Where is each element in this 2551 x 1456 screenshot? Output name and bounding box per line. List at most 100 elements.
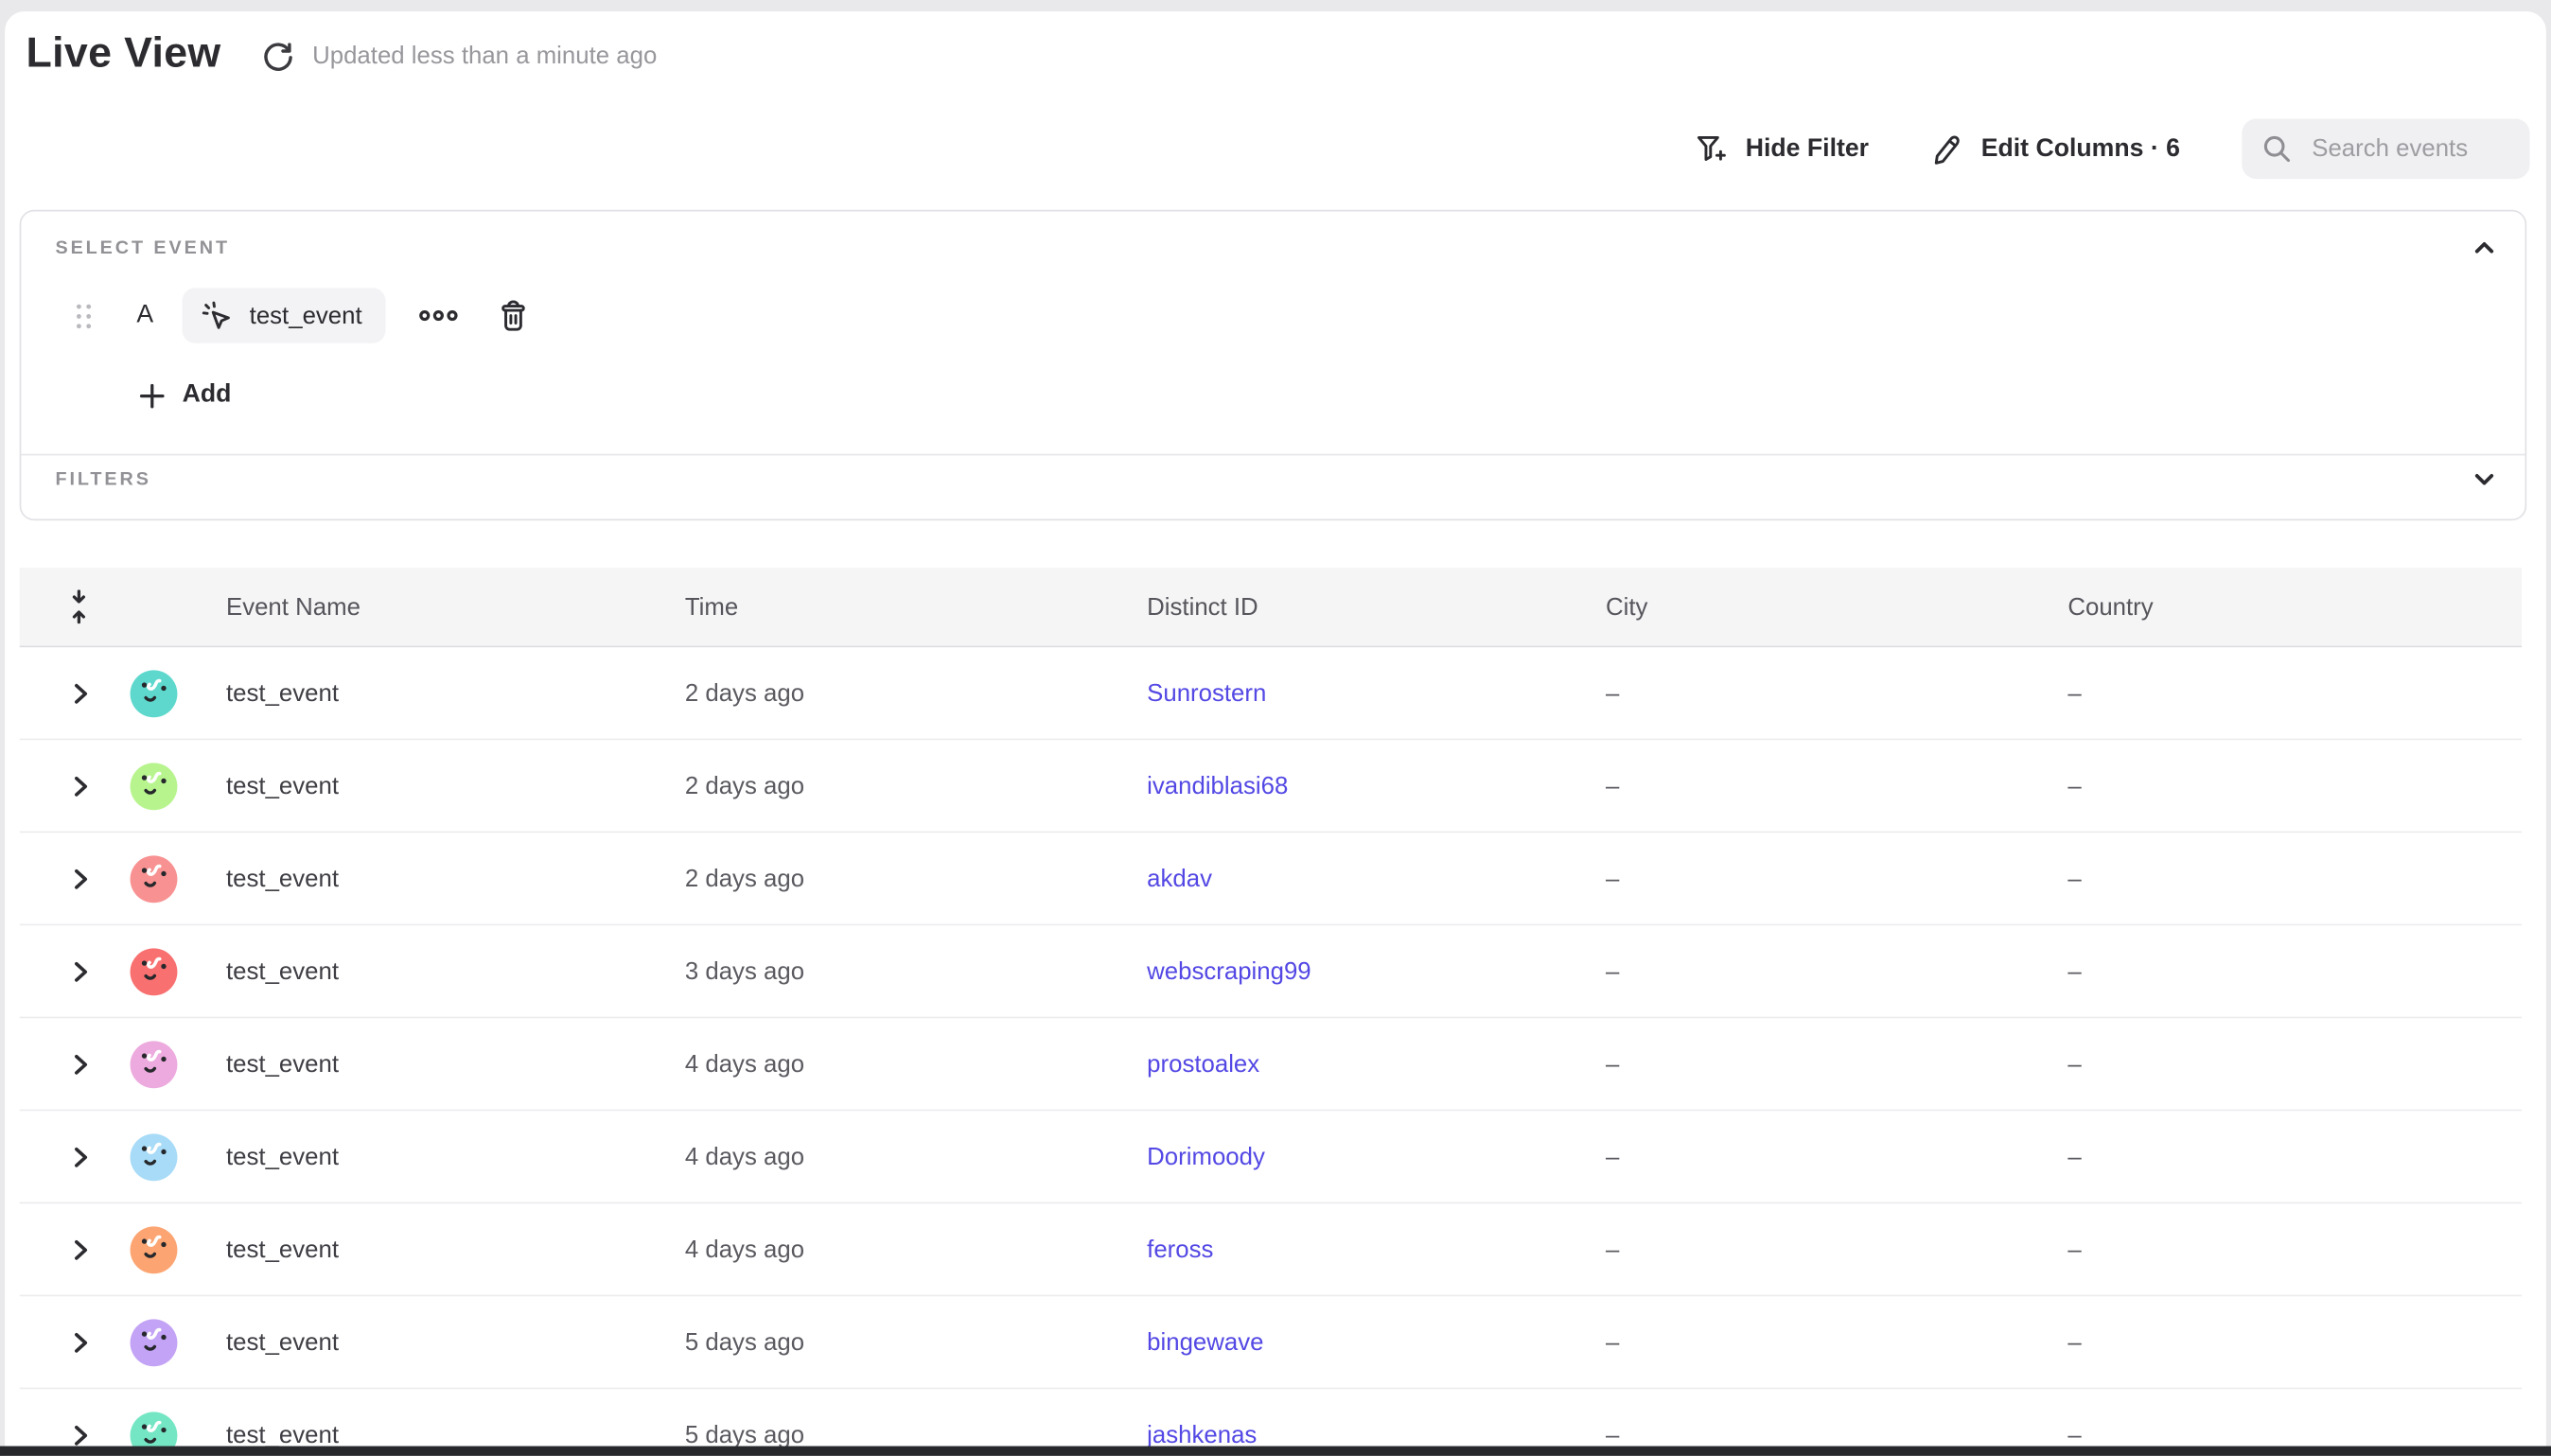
chevron-right-icon	[75, 1054, 88, 1074]
city-cell: –	[1606, 1420, 1620, 1447]
time-cell: 4 days ago	[684, 1142, 805, 1171]
collapse-section-button[interactable]	[2472, 236, 2495, 258]
page-title: Live View	[26, 27, 221, 77]
city-cell: –	[1606, 1327, 1620, 1357]
distinct-id-link[interactable]: akdav	[1147, 864, 1212, 893]
event-select-chip[interactable]: test_event	[183, 288, 385, 343]
table-row: test_event 2 days ago Sunrostern – –	[19, 647, 2523, 741]
table-row: test_event 2 days ago akdav – –	[19, 833, 2523, 926]
row-expand-button[interactable]	[70, 1424, 91, 1445]
query-builder-panel: SELECT EVENT A	[19, 209, 2527, 521]
row-expand-button[interactable]	[70, 775, 91, 796]
table-row: test_event 3 days ago webscraping99 – –	[19, 925, 2523, 1019]
hide-filter-label: Hide Filter	[1745, 133, 1870, 163]
event-name-cell: test_event	[225, 678, 340, 708]
chevron-right-icon	[75, 776, 88, 796]
search-icon	[2263, 135, 2291, 163]
updated-status: Updated less than a minute ago	[312, 42, 658, 70]
event-name-cell: test_event	[225, 864, 340, 893]
more-dots-icon	[418, 309, 457, 322]
table-body: test_event 2 days ago Sunrostern – – tes…	[19, 647, 2523, 1447]
search-events-input[interactable]	[2308, 132, 2511, 165]
table-row: test_event 4 days ago Dorimoody – –	[19, 1111, 2523, 1204]
column-header-country: Country	[2067, 592, 2154, 621]
chevron-right-icon	[75, 868, 88, 888]
city-cell: –	[1606, 1235, 1620, 1264]
chevron-right-icon	[75, 683, 88, 703]
event-more-button[interactable]	[417, 307, 458, 324]
user-avatar	[130, 1225, 178, 1273]
distinct-id-link[interactable]: bingewave	[1147, 1327, 1264, 1357]
hide-filter-button[interactable]: Hide Filter	[1694, 132, 1869, 166]
avatar-face-icon	[141, 1234, 167, 1257]
expand-filters-button[interactable]	[2472, 468, 2495, 491]
avatar-face-icon	[141, 1327, 167, 1350]
country-cell: –	[2067, 1235, 2082, 1264]
user-avatar	[130, 1040, 178, 1088]
event-name-cell: test_event	[225, 1420, 340, 1447]
row-expand-button[interactable]	[70, 868, 91, 888]
chevron-right-icon	[75, 1332, 88, 1352]
distinct-id-link[interactable]: feross	[1147, 1235, 1214, 1264]
row-expand-button[interactable]	[70, 960, 91, 981]
country-cell: –	[2067, 1142, 2082, 1171]
column-header-city: City	[1606, 592, 1648, 621]
city-cell: –	[1606, 678, 1620, 708]
time-cell: 2 days ago	[684, 864, 805, 893]
distinct-id-link[interactable]: prostoalex	[1147, 1049, 1260, 1079]
toolbar: Hide Filter Edit Columns · 6	[1694, 118, 2530, 180]
distinct-id-link[interactable]: ivandiblasi68	[1147, 771, 1289, 800]
time-cell: 4 days ago	[684, 1235, 805, 1264]
avatar-face-icon	[141, 863, 167, 886]
distinct-id-link[interactable]: webscraping99	[1147, 956, 1311, 986]
trash-icon	[501, 299, 525, 330]
avatar-face-icon	[141, 1048, 167, 1072]
bottom-edge-bar	[0, 1446, 2551, 1456]
event-name-cell: test_event	[225, 771, 340, 800]
country-cell: –	[2067, 956, 2082, 986]
user-avatar	[130, 947, 178, 995]
distinct-id-link[interactable]: jashkenas	[1147, 1420, 1258, 1447]
event-name-cell: test_event	[225, 1142, 340, 1171]
country-cell: –	[2067, 678, 2082, 708]
collapse-all-rows-button[interactable]	[66, 588, 91, 624]
user-avatar	[130, 1411, 178, 1447]
event-row-letter: A	[136, 301, 154, 329]
country-cell: –	[2067, 864, 2082, 893]
pencil-icon	[1934, 134, 1960, 164]
filter-plus-icon	[1697, 135, 1726, 161]
row-expand-button[interactable]	[70, 1331, 91, 1352]
city-cell: –	[1606, 864, 1620, 893]
row-expand-button[interactable]	[70, 1238, 91, 1259]
table-header-row: Event Name Time Distinct ID City Country	[19, 568, 2523, 648]
refresh-icon	[264, 43, 292, 71]
column-header-distinct-id: Distinct ID	[1147, 592, 1258, 621]
search-events-box	[2242, 118, 2530, 180]
table-row: test_event 5 days ago jashkenas – –	[19, 1389, 2523, 1447]
panel-divider	[21, 453, 2525, 456]
event-query-row: A test_event	[75, 288, 528, 343]
city-cell: –	[1606, 956, 1620, 986]
user-avatar	[130, 762, 178, 810]
delete-event-button[interactable]	[497, 299, 528, 333]
edit-columns-button[interactable]: Edit Columns · 6	[1930, 132, 2180, 165]
chevron-up-icon	[2474, 242, 2494, 254]
row-expand-button[interactable]	[70, 682, 91, 703]
avatar-face-icon	[141, 770, 167, 794]
country-cell: –	[2067, 1049, 2082, 1079]
city-cell: –	[1606, 1142, 1620, 1171]
drag-handle[interactable]	[75, 302, 93, 329]
country-cell: –	[2067, 771, 2082, 800]
time-cell: 2 days ago	[684, 678, 805, 708]
distinct-id-link[interactable]: Sunrostern	[1147, 678, 1267, 708]
event-name-cell: test_event	[225, 1049, 340, 1079]
avatar-face-icon	[141, 677, 167, 701]
row-expand-button[interactable]	[70, 1053, 91, 1074]
user-avatar	[130, 669, 178, 717]
event-name-cell: test_event	[225, 1235, 340, 1264]
time-cell: 5 days ago	[684, 1327, 805, 1357]
row-expand-button[interactable]	[70, 1146, 91, 1167]
add-event-button[interactable]: Add	[138, 371, 231, 420]
distinct-id-link[interactable]: Dorimoody	[1147, 1142, 1265, 1171]
refresh-button[interactable]	[260, 39, 296, 75]
